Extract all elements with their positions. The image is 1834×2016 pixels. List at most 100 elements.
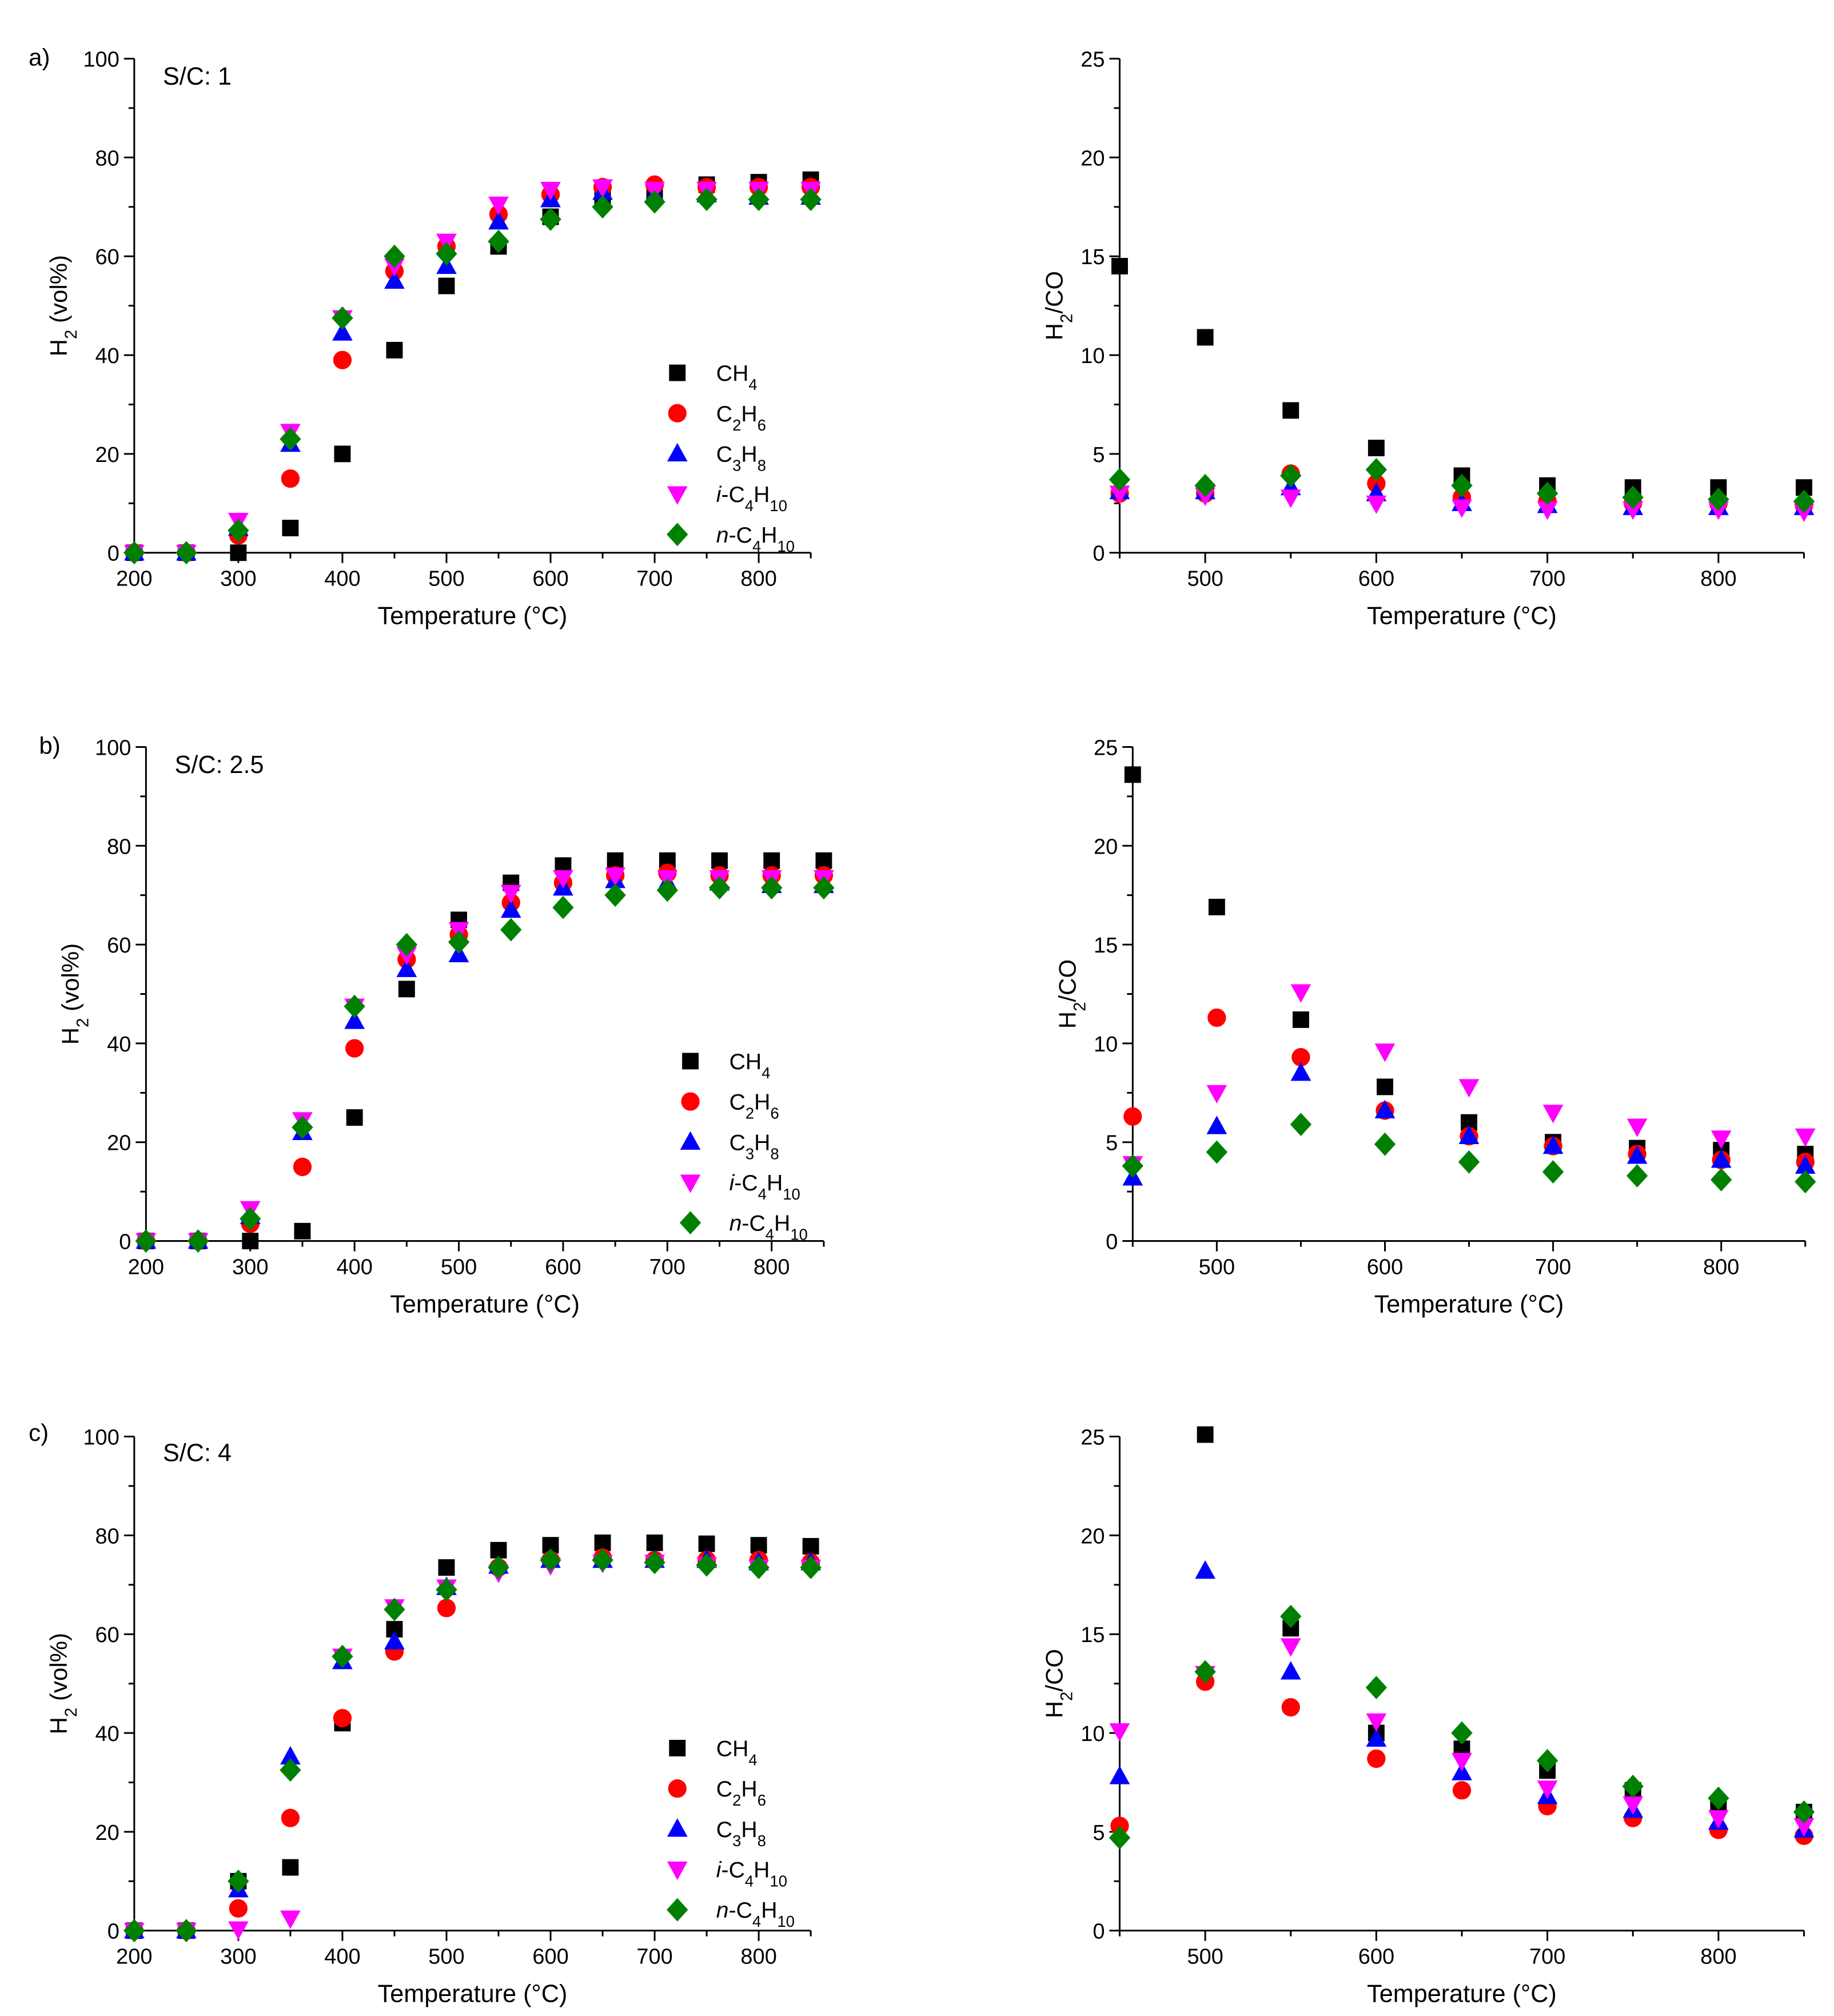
data-point-nc4h10 — [436, 1578, 457, 1601]
data-point-nc4h10 — [644, 190, 665, 214]
data-point-ch4 — [607, 852, 624, 869]
y-axis-label: H2/CO — [1041, 1649, 1077, 1718]
y-tick-label: 15 — [1081, 245, 1105, 269]
data-point-ic4h10 — [1622, 1796, 1644, 1815]
data-point-nc4h10 — [800, 188, 822, 212]
data-points — [123, 1534, 822, 1943]
data-point-nc4h10 — [813, 876, 835, 900]
y-tick-label: 0 — [1106, 1230, 1118, 1254]
data-point-ic4h10 — [592, 179, 613, 198]
data-point-ch4 — [230, 544, 247, 561]
data-point-nc4h10 — [696, 1553, 717, 1577]
data-point-ic4h10 — [488, 196, 509, 216]
legend-item-c2h6: C2H6 — [681, 1090, 779, 1122]
legend-label: n-C4H10 — [729, 1212, 808, 1244]
data-point-nc4h10 — [396, 933, 418, 957]
data-point-nc4h10 — [1365, 458, 1388, 481]
legend-label: C3H8 — [716, 442, 766, 474]
data-point-ic4h10 — [1280, 1638, 1301, 1657]
y-tick-label: 20 — [1094, 835, 1118, 859]
x-tick-label: 300 — [220, 1945, 256, 1969]
panel-label: a) — [29, 44, 50, 71]
legend-marker-c3h8 — [680, 1131, 701, 1150]
data-point-ic4h10 — [1537, 501, 1558, 520]
data-point-nc4h10 — [1795, 1170, 1816, 1194]
y-tick-label: 10 — [1081, 1722, 1105, 1746]
x-tick-label: 600 — [1358, 1945, 1394, 1969]
data-point-ic4h10 — [1537, 1780, 1558, 1799]
data-point-nc4h10 — [1290, 1113, 1312, 1137]
y-tick-label: 0 — [107, 1920, 119, 1944]
data-point-nc4h10 — [1536, 481, 1558, 505]
data-point-ic4h10 — [1711, 1130, 1732, 1149]
data-point-nc4h10 — [1711, 1168, 1732, 1192]
data-point-nc4h10 — [123, 541, 145, 565]
data-point-ic4h10 — [1622, 501, 1644, 520]
data-point-nc4h10 — [488, 1556, 509, 1579]
data-point-c2h6 — [293, 1157, 312, 1177]
legend-label: C2H6 — [729, 1090, 779, 1122]
legend-label: C2H6 — [716, 1777, 766, 1809]
data-point-nc4h10 — [1451, 473, 1473, 497]
x-tick-label: 800 — [740, 567, 776, 591]
data-point-ic4h10 — [1206, 1085, 1227, 1104]
data-point-ch4 — [594, 1534, 611, 1551]
data-point-c3h8 — [488, 211, 509, 230]
y-axis-label: H2/CO — [1041, 271, 1077, 340]
data-point-nc4h10 — [135, 1229, 157, 1253]
y-tick-label: 0 — [119, 1230, 131, 1254]
data-point-c2h6 — [229, 1899, 248, 1918]
legend-item-c2h6: C2H6 — [668, 1777, 766, 1809]
legend-marker-c2h6 — [681, 1092, 700, 1111]
data-point-nc4h10 — [240, 1207, 261, 1231]
data-point-c2h6 — [1123, 1107, 1142, 1126]
x-tick-label: 500 — [428, 1945, 464, 1969]
legend-label: i-C4H10 — [716, 1858, 787, 1890]
legend-marker-ic4h10 — [680, 1174, 701, 1193]
data-point-ic4h10 — [1458, 1079, 1480, 1098]
panel-b-h2: b) S/C: 2.5 Temperature (°C) H2 (vol%) C… — [39, 732, 835, 1318]
y-tick-label: 10 — [1094, 1033, 1118, 1057]
data-points — [123, 171, 822, 565]
legend-label: CH4 — [729, 1050, 771, 1082]
data-point-nc4h10 — [488, 229, 509, 253]
data-point-nc4h10 — [1793, 489, 1815, 513]
legend: CH4 C2H6 C3H8 i-C4H10 n-C4H10 — [679, 1050, 808, 1244]
data-point-ch4 — [294, 1222, 311, 1240]
data-point-nc4h10 — [384, 1597, 405, 1621]
data-point-c2h6 — [333, 350, 352, 369]
data-point-c3h8 — [280, 1746, 301, 1765]
data-point-nc4h10 — [1122, 1154, 1144, 1178]
x-axis-label: Temperature (°C) — [1374, 1291, 1564, 1318]
y-tick-label: 40 — [107, 1033, 131, 1057]
data-point-ch4 — [802, 1537, 819, 1555]
data-point-c2h6 — [281, 1808, 300, 1827]
legend-label: i-C4H10 — [729, 1171, 800, 1203]
data-point-nc4h10 — [1622, 485, 1644, 509]
y-tick-label: 20 — [107, 1131, 131, 1156]
data-point-ch4 — [815, 852, 832, 869]
data-point-c3h8 — [1374, 1099, 1396, 1119]
data-point-ic4h10 — [280, 1910, 301, 1929]
legend-item-c3h8: C3H8 — [667, 1818, 766, 1849]
data-point-ic4h10 — [1290, 984, 1311, 1003]
data-point-nc4h10 — [332, 1644, 353, 1668]
data-point-ic4h10 — [1366, 1713, 1387, 1732]
data-point-nc4h10 — [1206, 1140, 1228, 1164]
data-point-c2h6 — [1281, 1698, 1300, 1717]
data-point-ic4h10 — [1280, 489, 1301, 508]
data-point-ch4 — [282, 1859, 299, 1876]
data-point-nc4h10 — [123, 1919, 145, 1943]
legend: CH4 C2H6 C3H8 i-C4H10 n-C4H10 — [667, 1736, 795, 1930]
y-tick-label: 80 — [95, 1524, 119, 1548]
data-point-nc4h10 — [800, 1556, 822, 1579]
legend-item-c2h6: C2H6 — [668, 402, 766, 433]
x-tick-label: 800 — [1700, 1945, 1736, 1969]
x-tick-label: 800 — [753, 1256, 790, 1280]
y-tick-label: 20 — [95, 443, 119, 467]
y-axis-label: H2 (vol%) — [45, 255, 81, 356]
data-point-nc4h10 — [1109, 1826, 1131, 1850]
x-tick-label: 500 — [1199, 1256, 1235, 1280]
data-point-nc4h10 — [1280, 1604, 1302, 1628]
